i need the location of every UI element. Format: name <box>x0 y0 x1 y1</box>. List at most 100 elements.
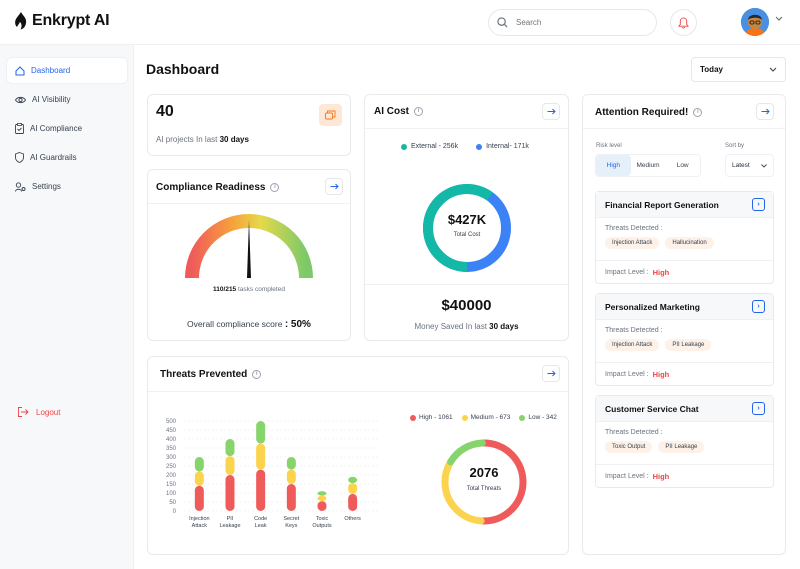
x-tick-label: PII <box>227 516 234 522</box>
chevron-down-icon <box>761 163 767 168</box>
legend-item-high: High - 1061 <box>410 414 453 421</box>
user-avatar-icon <box>741 8 769 36</box>
attention-item[interactable]: Financial Report Generation › Threats De… <box>595 191 774 284</box>
attention-item[interactable]: Personalized Marketing › Threats Detecte… <box>595 293 774 386</box>
threat-tags: Toxic Output PII Leakage <box>605 441 764 453</box>
compliance-open-button[interactable] <box>325 178 343 195</box>
impact-level: Impact Level : High <box>596 261 773 283</box>
search-box[interactable] <box>488 9 657 36</box>
threat-tag: PII Leakage <box>665 339 712 351</box>
money-saved-label: Money Saved In last 30 days <box>365 322 568 331</box>
info-icon[interactable]: i <box>252 370 262 379</box>
avatar[interactable] <box>741 8 769 36</box>
ai-cost-title: AI Cost <box>374 106 409 117</box>
attention-title: Attention Required! <box>595 107 689 118</box>
sidebar-item-label: Dashboard <box>31 66 71 75</box>
chevron-right-icon[interactable]: › <box>752 300 765 313</box>
bar-low <box>348 476 358 484</box>
sidebar-item-label: Settings <box>32 182 61 191</box>
threats-detected-label: Threats Detected : <box>605 429 663 436</box>
threats-legend: High - 1061 Medium - 673 Low - 342 <box>410 414 557 421</box>
sidebar-item-dashboard[interactable]: Dashboard <box>7 58 127 83</box>
sidebar-item-settings[interactable]: Settings <box>7 174 127 199</box>
projects-label-period: 30 days <box>219 135 249 144</box>
x-tick-label: Injection <box>189 516 210 522</box>
legend-label: External - 256k <box>411 143 459 150</box>
attention-item[interactable]: Customer Service Chat › Threats Detected… <box>595 395 774 488</box>
ai-cost-open-button[interactable] <box>542 103 560 120</box>
threat-tag: Injection Attack <box>605 237 660 249</box>
info-icon[interactable]: i <box>270 183 280 192</box>
logout-button[interactable]: Logout <box>18 407 60 417</box>
bar-low <box>194 457 204 472</box>
sidebar-item-label: AI Guardrails <box>30 153 77 162</box>
chevron-right-icon[interactable]: › <box>752 402 765 415</box>
tasks-suffix: tasks completed <box>236 286 285 293</box>
threats-detected-label: Threats Detected : <box>605 327 663 334</box>
y-tick-label: 450 <box>166 428 177 434</box>
info-icon[interactable]: i <box>414 107 423 116</box>
card-header <box>365 95 568 129</box>
page-title: Dashboard <box>146 61 220 77</box>
money-saved: $40000 <box>441 297 492 314</box>
threats-open-button[interactable] <box>542 365 560 382</box>
chevron-down-icon[interactable] <box>775 16 783 22</box>
gauge-needle <box>247 220 251 278</box>
attention-item-threats: Threats Detected : Injection Attack PII … <box>596 320 773 363</box>
sidebar-item-ai-guardrails[interactable]: AI Guardrails <box>7 145 127 170</box>
projects-label: AI projects In last 30 days <box>156 135 249 144</box>
attention-item-title: Customer Service Chat <box>605 403 699 414</box>
x-tick-label: Attack <box>192 523 208 529</box>
logout-label: Logout <box>36 407 61 417</box>
legend-item-internal: Internal- 171k <box>476 143 529 150</box>
x-tick-label: Keys <box>285 523 297 529</box>
x-tick-label: Leakage <box>219 523 240 529</box>
arrow-right-icon <box>330 183 339 190</box>
bar-high <box>317 501 327 511</box>
period-select[interactable]: Today <box>691 57 786 82</box>
notifications-button[interactable] <box>670 9 697 36</box>
threat-tag: Injection Attack <box>605 339 660 351</box>
attention-open-button[interactable] <box>756 103 774 120</box>
impact-value: High <box>652 471 670 481</box>
search-icon <box>497 17 508 28</box>
compliance-title: Compliance Readiness <box>156 182 266 193</box>
search-input[interactable] <box>516 18 636 27</box>
risk-tab-low[interactable]: Low <box>676 162 689 169</box>
legend-item-medium: Medium - 673 <box>461 414 511 421</box>
legend-label: Internal- 171k <box>486 143 529 150</box>
card-header <box>148 357 568 392</box>
threats-total-label: Total Threats <box>466 486 502 492</box>
legend-label: Medium - 673 <box>470 414 511 421</box>
threats-donut-chart <box>441 439 527 525</box>
legend-dot <box>410 414 416 421</box>
divider <box>365 284 568 285</box>
bar-medium <box>286 469 296 484</box>
compliance-tasks: 110/215 tasks completed <box>148 286 350 293</box>
risk-tab-high[interactable]: High <box>596 155 631 176</box>
impact-value: High <box>652 267 670 277</box>
impact-label: Impact Level : <box>605 472 649 480</box>
attention-item-title: Financial Report Generation <box>605 199 719 210</box>
arrow-right-icon <box>547 108 556 115</box>
card-title: Attention Required! i <box>595 107 703 118</box>
attention-item-title: Personalized Marketing <box>605 301 700 312</box>
sidebar-item-ai-compliance[interactable]: AI Compliance <box>7 116 127 141</box>
logo[interactable]: Enkrypt AI <box>14 12 110 30</box>
info-icon[interactable]: i <box>693 108 703 117</box>
saved-label-prefix: Money Saved In last <box>414 322 490 331</box>
sort-by-select[interactable]: Latest <box>725 154 774 177</box>
chevron-right-icon[interactable]: › <box>752 198 765 211</box>
threats-bar-chart: 0 50 100 150 200 250 300 350 400 450 500 InjectionA… <box>166 419 378 529</box>
attention-item-header: Customer Service Chat › <box>596 396 773 422</box>
attention-item-threats: Threats Detected : Toxic Output PII Leak… <box>596 422 773 465</box>
projects-icon-badge <box>319 104 342 126</box>
y-tick-label: 400 <box>166 437 177 443</box>
legend-item-external: External - 256k <box>401 143 458 150</box>
sidebar-item-ai-visibility[interactable]: AI Visibility <box>7 87 127 112</box>
saved-label-period: 30 days <box>489 322 519 331</box>
sort-by-value: Latest <box>732 162 750 169</box>
compliance-card: Compliance Readiness i 110/215 tasks com… <box>147 169 351 341</box>
ai-cost-card: AI Cost i External - 256k Internal- 171k… <box>364 94 569 341</box>
risk-tab-medium[interactable]: Medium <box>636 162 660 169</box>
